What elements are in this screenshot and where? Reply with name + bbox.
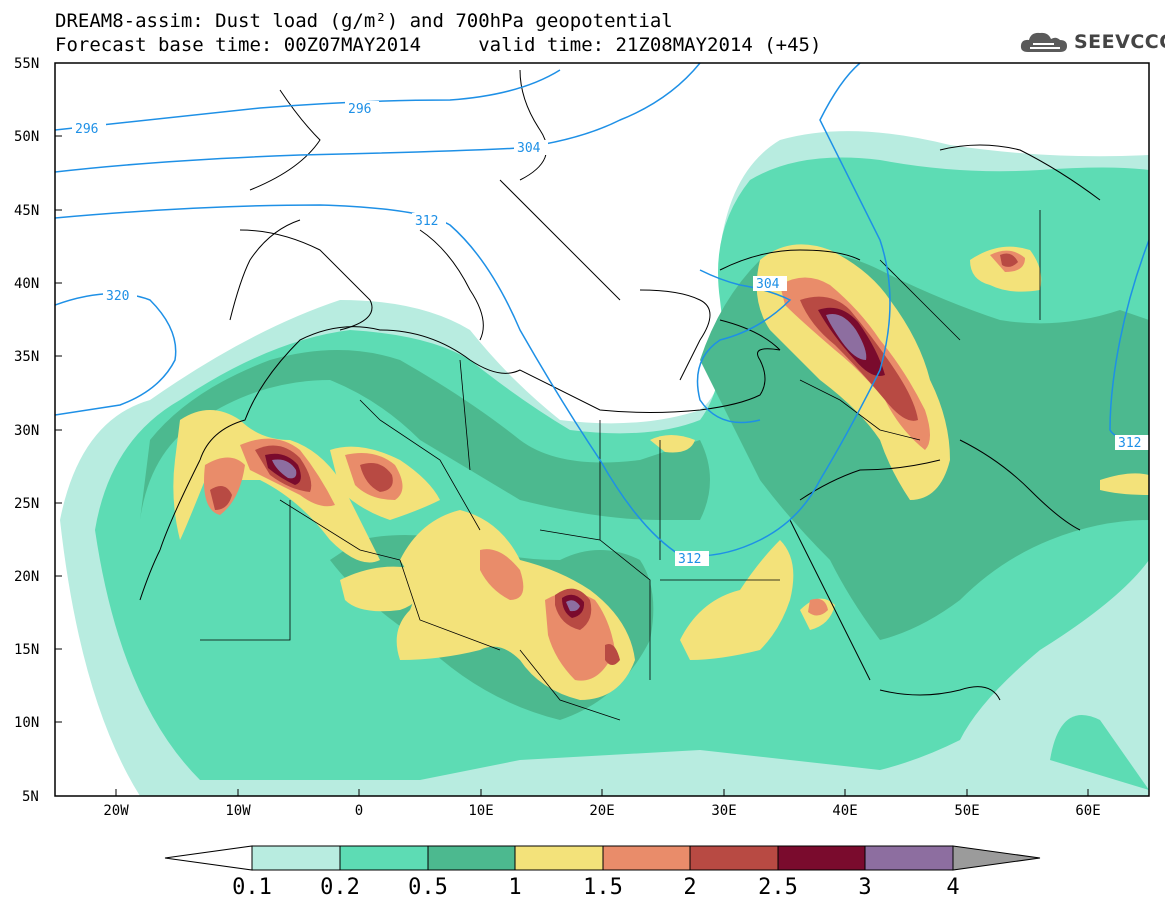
coastlines: [139, 69, 1101, 701]
colorbar-segment: [339, 845, 429, 871]
lat-label: 25N: [14, 496, 39, 512]
lon-label: 40E: [832, 803, 857, 819]
colorbar-segment: [864, 845, 954, 871]
logo-text: SEEVCCC: [1074, 31, 1165, 53]
lon-label: 30E: [711, 803, 736, 819]
lat-label: 55N: [14, 56, 39, 72]
colorbar-label: 2.5: [758, 875, 798, 900]
contour-label: 304: [756, 277, 780, 292]
colorbar-upper-arrow: [952, 845, 1041, 871]
cloud-icon: [1020, 32, 1067, 52]
contour-label: 296: [75, 122, 98, 137]
contour-label: 304: [517, 141, 541, 156]
lon-label: 50E: [954, 803, 979, 819]
lat-label: 20N: [14, 569, 39, 585]
colorbar-label: 4: [946, 875, 959, 900]
country-borders: [200, 210, 1041, 721]
colorbar-segment: [777, 845, 866, 871]
seevccc-logo: SEEVCCC: [1018, 28, 1165, 56]
colorbar-label: 3: [858, 875, 871, 900]
colorbar: 0.1 0.2 0.5 1 1.5 2 2.5 3 4: [164, 845, 1041, 900]
colorbar-segment: [602, 845, 691, 871]
dust-field-3: [272, 314, 867, 612]
contour-label: 320: [106, 289, 129, 304]
colorbar-segment: [251, 845, 341, 871]
lat-label: 15N: [14, 642, 39, 658]
title-line-2: Forecast base time: 00Z07MAY2014 valid t…: [55, 34, 822, 56]
contour-label: 312: [678, 552, 701, 567]
colorbar-label: 0.5: [408, 875, 448, 900]
colorbar-segment: [427, 845, 516, 871]
lon-label: 20E: [589, 803, 614, 819]
colorbar-label: 1: [508, 875, 521, 900]
lat-label: 40N: [14, 276, 39, 292]
colorbar-label: 0.2: [320, 875, 360, 900]
colorbar-label: 0.1: [232, 875, 272, 900]
contour-label: 312: [1118, 436, 1141, 451]
lon-label: 60E: [1075, 803, 1100, 819]
title-line-1: DREAM8-assim: Dust load (g/m²) and 700hP…: [55, 10, 673, 32]
lat-label: 50N: [14, 129, 39, 145]
colorbar-segment: [514, 845, 604, 871]
colorbar-segment: [689, 845, 779, 871]
colorbar-label: 2: [683, 875, 696, 900]
lon-label: 10W: [225, 803, 251, 819]
lon-label: 10E: [468, 803, 493, 819]
lat-label: 45N: [14, 203, 39, 219]
lat-label: 10N: [14, 715, 39, 731]
lat-label: 30N: [14, 423, 39, 439]
map-area: 296 296 304 312 320 304 312 312: [55, 63, 1149, 796]
lat-label: 35N: [14, 349, 39, 365]
contour-label: 296: [348, 102, 371, 117]
latitude-axis: 55N 50N 45N 40N 35N 30N 25N 20N 15N 10N …: [14, 56, 62, 805]
colorbar-label: 1.5: [583, 875, 623, 900]
contour-labels: 296 296 304 312 320 304 312 312: [72, 101, 1149, 567]
lon-label: 0: [355, 803, 363, 819]
colorbar-lower-arrow: [164, 845, 253, 871]
longitude-axis: 20W 10W 0 10E 20E 30E 40E 50E 60E: [103, 789, 1101, 819]
lon-label: 20W: [103, 803, 129, 819]
lat-label: 5N: [22, 789, 39, 805]
contour-label: 312: [415, 214, 438, 229]
